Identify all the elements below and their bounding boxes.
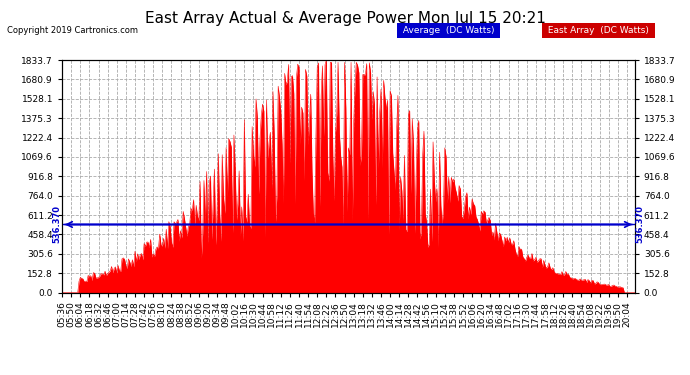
Text: 536.370: 536.370 [635,206,644,243]
Text: 536.370: 536.370 [52,206,61,243]
Text: Copyright 2019 Cartronics.com: Copyright 2019 Cartronics.com [7,26,138,35]
Text: East Array  (DC Watts): East Array (DC Watts) [545,26,652,35]
Text: East Array Actual & Average Power Mon Jul 15 20:21: East Array Actual & Average Power Mon Ju… [145,11,545,26]
Text: Average  (DC Watts): Average (DC Watts) [400,26,497,35]
